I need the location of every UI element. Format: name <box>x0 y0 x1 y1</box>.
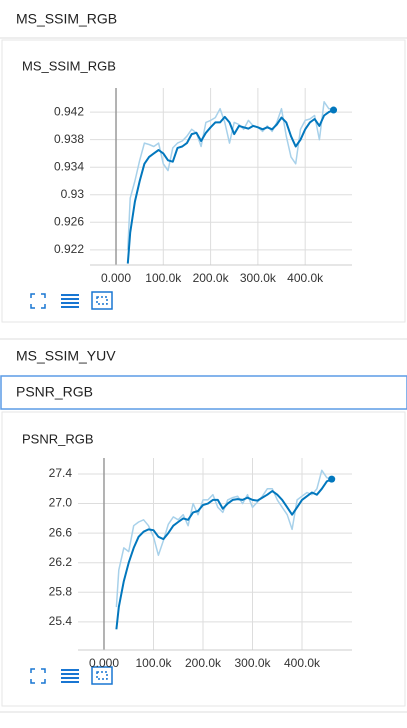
y-tick-label: 25.4 <box>49 614 73 628</box>
y-tick-label: 0.934 <box>54 159 84 173</box>
section-title[interactable]: MS_SSIM_RGB <box>16 11 117 27</box>
x-tick-label: 100.0k <box>135 656 172 670</box>
x-tick-label: 0.000 <box>89 656 119 670</box>
chart-card <box>1 39 406 323</box>
y-tick-label: 0.93 <box>61 187 85 201</box>
plot-area <box>115 469 333 630</box>
x-tick-label: 400.0k <box>284 656 321 670</box>
chart-title: PSNR_RGB <box>22 431 94 446</box>
end-point <box>328 475 336 483</box>
x-tick-label: 100.0k <box>145 271 182 285</box>
x-tick-label: 400.0k <box>287 271 324 285</box>
y-tick-label: 26.2 <box>49 555 73 569</box>
y-tick-label: 0.926 <box>54 214 84 228</box>
y-tick-label: 0.922 <box>54 242 84 256</box>
log-scale-icon[interactable] <box>61 669 79 683</box>
section-header[interactable] <box>0 0 407 38</box>
zoom-icon[interactable] <box>91 666 113 685</box>
x-tick-label: 300.0k <box>234 656 271 670</box>
x-tick-label: 300.0k <box>240 271 277 285</box>
y-tick-label: 0.938 <box>54 132 84 146</box>
zoom-icon[interactable] <box>91 291 113 310</box>
y-tick-label: 26.6 <box>49 525 73 539</box>
end-point <box>330 106 338 114</box>
chart-title: MS_SSIM_RGB <box>22 58 116 73</box>
plot-area <box>126 101 335 264</box>
y-tick-label: 25.8 <box>49 584 73 598</box>
section-title[interactable]: PSNR_RGB <box>16 384 93 400</box>
selected-section-header[interactable] <box>0 375 407 410</box>
section-title[interactable]: MS_SSIM_YUV <box>16 348 116 364</box>
fit-icon[interactable] <box>30 293 46 309</box>
x-tick-label: 200.0k <box>193 271 230 285</box>
fit-icon[interactable] <box>30 668 46 684</box>
x-tick-label: 0.000 <box>101 271 131 285</box>
chart-card <box>1 411 406 707</box>
x-tick-label: 200.0k <box>185 656 222 670</box>
log-scale-icon[interactable] <box>61 294 79 308</box>
series-line <box>126 109 335 264</box>
y-tick-label: 27.0 <box>49 496 73 510</box>
y-tick-label: 27.4 <box>49 466 73 480</box>
y-tick-label: 0.942 <box>54 104 84 118</box>
series-line <box>115 478 333 630</box>
